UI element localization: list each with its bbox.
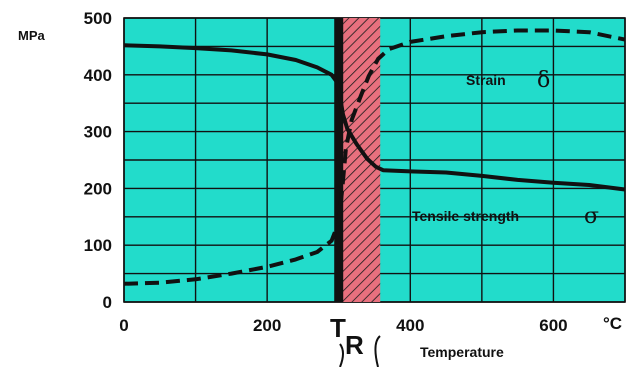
x-tick-label: 200 xyxy=(253,316,281,335)
x-axis-unit: °C xyxy=(603,314,622,333)
strain-line xyxy=(123,28,626,286)
y-tick-label: 100 xyxy=(84,236,112,255)
tensile-name: Tensile strength xyxy=(412,208,519,224)
strain-name: Strain xyxy=(466,72,506,88)
tensile-label: Tensile strength σ xyxy=(412,204,599,229)
series-lines xyxy=(123,28,626,286)
tensile-strength-line xyxy=(123,43,626,192)
tr-main: T xyxy=(330,313,346,343)
y-tick-label: 200 xyxy=(84,179,112,198)
transition-bracket xyxy=(339,335,381,367)
tr-sub: R xyxy=(345,330,364,360)
x-tick-label: 400 xyxy=(396,316,424,335)
y-tick-label: 0 xyxy=(103,293,112,312)
x-tick-label: 0 xyxy=(119,316,128,335)
strain-label: Strain δ xyxy=(466,68,550,93)
y-tick-label: 300 xyxy=(84,123,112,142)
y-axis-unit: MPa xyxy=(18,28,46,43)
x-axis-title: Temperature xyxy=(420,344,504,360)
tick-labels: 0 100 200 300 400 500 0 200 400 600 xyxy=(84,9,568,335)
strain-symbol: δ xyxy=(537,68,550,93)
y-tick-label: 400 xyxy=(84,66,112,85)
transition-temperature-label: T R xyxy=(330,313,364,360)
x-tick-label: 600 xyxy=(539,316,567,335)
tensile-symbol: σ xyxy=(584,204,599,229)
y-tick-label: 500 xyxy=(84,9,112,28)
